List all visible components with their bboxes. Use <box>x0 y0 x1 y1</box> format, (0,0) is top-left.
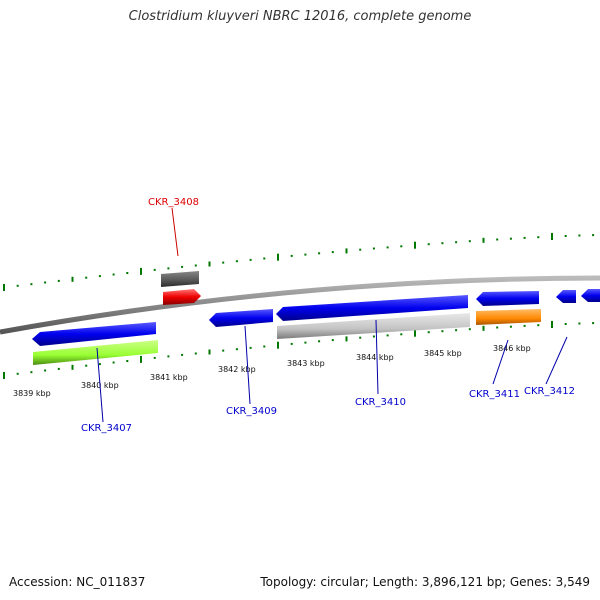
tick-label-3841: 3841 kbp <box>150 373 188 382</box>
map-title: Clostridium kluyveri NBRC 12016, complet… <box>128 9 472 24</box>
inner-tick-track <box>3 321 595 379</box>
leader-ckr-3409 <box>244 325 251 405</box>
gene-ckr-3412[interactable] <box>556 290 576 303</box>
leader-ckr-3408 <box>171 207 179 257</box>
leader-ckr-3411 <box>492 339 509 385</box>
gene-ckr-3409[interactable] <box>209 309 273 327</box>
tick-label-3843: 3843 kbp <box>287 359 325 368</box>
feature-ckr-3407-product[interactable] <box>33 340 158 365</box>
tick-label-3844: 3844 kbp <box>356 353 394 362</box>
gene-ckr-3408[interactable] <box>163 289 201 305</box>
label-ckr-3411[interactable]: CKR_3411 <box>469 389 520 400</box>
tick-label-3845: 3845 kbp <box>424 349 462 358</box>
gene-ckr-3411[interactable] <box>476 291 539 306</box>
outer-tick-track <box>3 233 595 291</box>
tick-label-3846: 3846 kbp <box>493 344 531 353</box>
gene-labels: CKR_3407 CKR_3408 CKR_3409 CKR_3410 CKR_… <box>81 197 575 434</box>
tick-label-3839: 3839 kbp <box>13 389 51 398</box>
label-ckr-3410[interactable]: CKR_3410 <box>355 397 406 408</box>
label-ckr-3412[interactable]: CKR_3412 <box>524 386 575 397</box>
gene-ckr-3410[interactable] <box>276 295 468 321</box>
label-ckr-3408[interactable]: CKR_3408 <box>148 197 199 208</box>
gene-ckr-3407[interactable] <box>32 322 156 346</box>
label-ckr-3407[interactable]: CKR_3407 <box>81 423 132 434</box>
accession-info: Accession: NC_011837 <box>9 575 146 589</box>
leader-ckr-3410 <box>375 319 379 395</box>
leader-ckr-3407 <box>96 347 104 423</box>
feature-ckr-3410-product[interactable] <box>277 313 470 339</box>
tick-label-3842: 3842 kbp <box>218 365 256 374</box>
feature-ckr-3411-product[interactable] <box>476 309 541 325</box>
label-leaders <box>96 207 568 423</box>
label-ckr-3409[interactable]: CKR_3409 <box>226 406 277 417</box>
gene-next-partial[interactable] <box>581 289 600 302</box>
feature-ckr-3408-product[interactable] <box>161 271 199 287</box>
genome-summary: Topology: circular; Length: 3,896,121 bp… <box>260 575 590 589</box>
feature-layer <box>32 271 600 365</box>
genome-backbone <box>0 275 600 335</box>
leader-ckr-3412 <box>545 336 568 385</box>
